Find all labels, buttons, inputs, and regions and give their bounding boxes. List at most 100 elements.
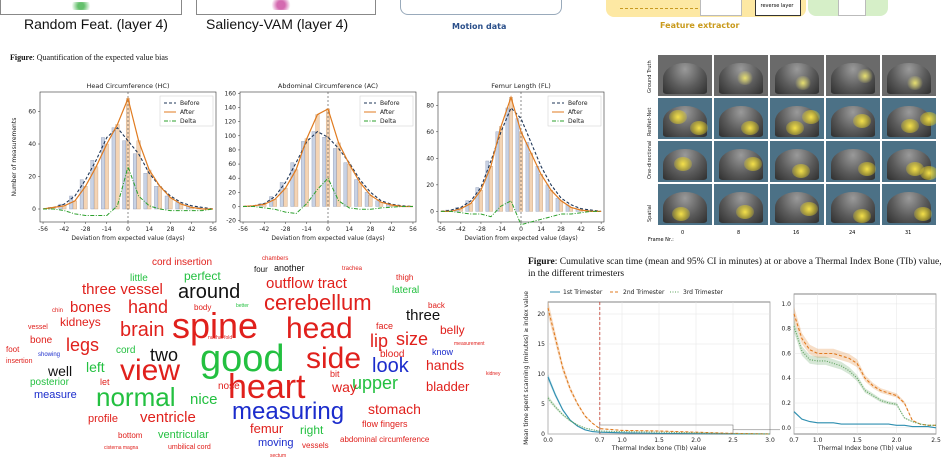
histogram-bar	[83, 186, 88, 210]
legend-label: Delta	[380, 118, 396, 125]
histogram-bar-before	[545, 184, 550, 212]
histogram-bar	[168, 197, 173, 210]
cloud-word: measurement	[454, 341, 485, 347]
x-tick-label: 42	[388, 226, 396, 233]
cloud-word: size	[396, 329, 429, 349]
series-line-after	[42, 96, 213, 210]
series-line-after	[440, 95, 602, 212]
caption-saliency-vam: Saliency-VAM (layer 4)	[206, 16, 349, 32]
cloud-word: left	[86, 359, 105, 375]
x-tick-label: -56	[436, 226, 446, 233]
cloud-word: foot	[6, 345, 20, 354]
histogram-bar	[157, 186, 162, 210]
histogram-bar	[357, 182, 362, 207]
saliency-blob	[674, 157, 693, 172]
top-left-panel	[0, 0, 182, 15]
legend-label: Delta	[568, 118, 584, 125]
histogram-bar	[315, 114, 320, 207]
x-tick-label: -14	[302, 226, 312, 233]
saliency-blob	[794, 75, 813, 90]
cloud-word: moving	[258, 437, 294, 449]
x-tick-label: 28	[557, 226, 565, 233]
cloud-word: posterior	[30, 377, 69, 388]
frame-number: 0	[681, 230, 685, 236]
histogram-bar-before	[164, 195, 169, 210]
x-tick-label: -56	[238, 226, 248, 233]
legend-box	[359, 95, 414, 127]
x-tick-label: -28	[81, 226, 91, 233]
saliency-blob	[802, 110, 821, 125]
x-tick-label: 14	[537, 226, 545, 233]
chart-scan-time-full: 0 5 10 15 20 0.0 0.7 1.0 1.5 2.0 2.5 3.0 Thermal Ind…	[523, 289, 780, 452]
histogram-bar	[529, 152, 533, 212]
ultrasound-cone	[663, 63, 707, 94]
x-tick-label: 56	[409, 226, 417, 233]
x-tick-label: 28	[167, 226, 175, 233]
ultrasound-frame	[881, 140, 937, 183]
x-tick-label: 56	[597, 226, 605, 233]
saliency-blob	[853, 114, 871, 129]
ultrasound-frame	[769, 54, 825, 97]
cloud-word: know	[432, 347, 454, 357]
confidence-band	[794, 410, 936, 428]
saliency-blob	[853, 208, 871, 223]
histogram-bar-before	[79, 179, 84, 210]
histogram-bar	[104, 143, 109, 210]
cloud-word: better	[236, 303, 249, 309]
y-tick-label: 0	[232, 203, 236, 210]
x-tick-label: 2.5	[728, 437, 738, 444]
x-tick-label: -42	[259, 226, 269, 233]
histogram-bar	[304, 138, 309, 207]
saliency-blob	[906, 75, 925, 90]
ultrasound-frame	[657, 97, 713, 140]
cloud-word: hands	[426, 357, 465, 373]
y-axis-label: Mean time spent scanning (minutes) ≥ ind…	[523, 291, 530, 445]
cloud-word: look	[372, 355, 409, 377]
cloud-word: four	[254, 265, 268, 274]
y-tick-label: 20	[537, 311, 545, 318]
y-tick-label: 0.0	[781, 425, 791, 432]
legend-label: Before	[568, 100, 588, 107]
histogram-bar-before	[475, 187, 480, 212]
cloud-word: nuchal fold	[208, 335, 233, 341]
row-label: Spatial	[647, 204, 653, 222]
histogram-bar-before	[111, 127, 116, 210]
histogram-bar-before	[290, 162, 295, 207]
frame-number: 24	[849, 230, 856, 236]
x-axis-label: Thermal Index bone (TIb) value	[817, 445, 912, 452]
y-tick-label: 80	[228, 147, 236, 154]
cloud-word: three vessel	[82, 281, 163, 298]
series-line-before	[42, 127, 214, 210]
cloud-word: vessel	[28, 324, 48, 331]
frame-number: 8	[737, 230, 741, 236]
legend-label: Before	[180, 100, 200, 107]
histogram-bar-before	[90, 160, 95, 210]
legend-label: Before	[380, 100, 400, 107]
histogram-bar	[549, 189, 553, 212]
legend-label: After	[180, 109, 195, 116]
y-tick-label: 15	[537, 341, 545, 348]
x-axis-label: Deviation from expected value (days)	[464, 235, 577, 242]
saliency-blob	[799, 202, 818, 217]
saliency-blob	[671, 206, 690, 221]
ultrasound-frame	[825, 97, 881, 140]
y-tick-label: 0.8	[781, 326, 791, 333]
x-tick-label: -42	[456, 226, 466, 233]
ultrasound-frame	[713, 140, 769, 183]
cloud-word: well	[48, 363, 73, 379]
y-tick-label: 60	[426, 129, 434, 136]
saliency-blob	[919, 112, 936, 127]
ultrasound-frame	[657, 183, 713, 226]
frame-number: 16	[793, 230, 800, 236]
histogram-bar-before	[375, 200, 380, 207]
cloud-word: vessels	[302, 441, 329, 450]
frame-number-label: Frame Nr.:	[648, 237, 674, 243]
y-tick-label: 20	[426, 182, 434, 189]
cloud-word: lip	[370, 331, 389, 351]
histogram-bar	[94, 166, 99, 210]
cloud-word: head	[286, 312, 353, 345]
cloud-word: brain	[120, 319, 165, 341]
series-line	[547, 376, 771, 435]
y-tick-label: 120	[225, 119, 237, 126]
ultrasound-frame	[713, 54, 769, 97]
